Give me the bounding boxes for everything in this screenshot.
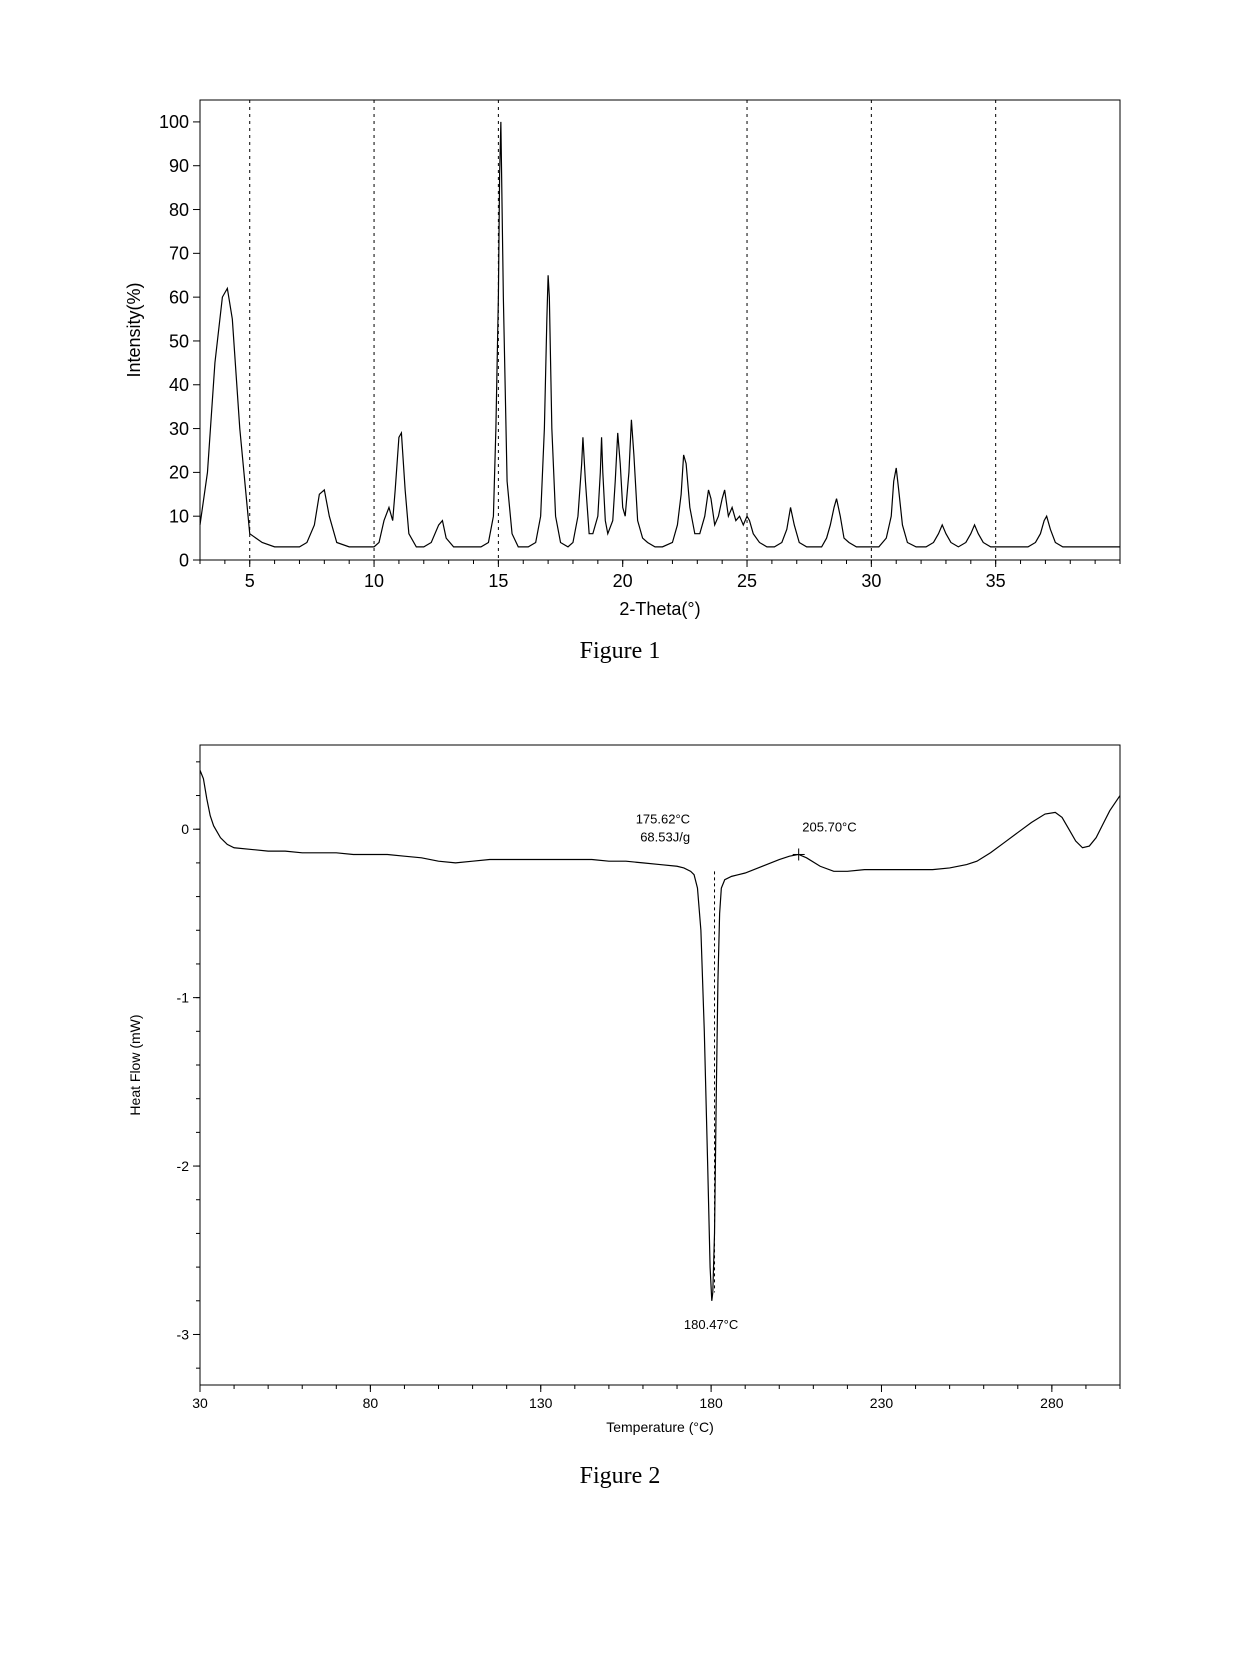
figure1-container: 5 10 15 20 25 30 35 0 10 20 30 40 50 60 70 80 90 100 2-The…	[0, 0, 1240, 665]
y-tick-label: 100	[159, 112, 189, 132]
x-tick-label: 25	[737, 571, 757, 591]
figure2-container: 30 80 130 180 230 280 0 -1 -2 -3 Temperature (°C) H…	[0, 665, 1240, 1490]
x-tick-label: 5	[245, 571, 255, 591]
y-tick-label: -3	[177, 1326, 190, 1342]
y-tick-label: 0	[179, 550, 189, 570]
y-tick-label: 40	[169, 375, 189, 395]
x-tick-label: 10	[364, 571, 384, 591]
y-tick-label: 0	[181, 821, 189, 837]
y-axis-label: Heat Flow (mW)	[127, 1014, 143, 1115]
x-tick-label: 80	[363, 1395, 379, 1411]
x-tick-label: 280	[1040, 1395, 1064, 1411]
plot-frame	[200, 100, 1120, 560]
y-tick-label: 90	[169, 156, 189, 176]
y-tick-label: 70	[169, 244, 189, 264]
figure2-caption: Figure 2	[100, 1463, 1140, 1490]
x-tick-label: 180	[699, 1395, 723, 1411]
x-tick-label: 15	[488, 571, 508, 591]
y-tick-label: 50	[169, 331, 189, 351]
x-tick-label: 35	[986, 571, 1006, 591]
figure1-caption: Figure 1	[100, 638, 1140, 665]
annotation: 175.62°C	[636, 812, 690, 827]
x-tick-label: 20	[613, 571, 633, 591]
x-tick-label: 230	[870, 1395, 894, 1411]
y-tick-label: 10	[169, 506, 189, 526]
y-axis-label: Intensity(%)	[124, 282, 144, 377]
x-axis-label: 2-Theta(°)	[619, 599, 700, 619]
annotation: 68.53J/g	[640, 830, 690, 845]
xrd-chart: 5 10 15 20 25 30 35 0 10 20 30 40 50 60 70 80 90 100 2-The…	[100, 60, 1140, 620]
x-tick-label: 130	[529, 1395, 553, 1411]
x-tick-label: 30	[861, 571, 881, 591]
y-tick-label: 60	[169, 287, 189, 307]
dsc-chart: 30 80 130 180 230 280 0 -1 -2 -3 Temperature (°C) H…	[100, 705, 1140, 1445]
y-tick-label: 80	[169, 200, 189, 220]
y-tick-label: -2	[177, 1158, 190, 1174]
y-tick-label: 20	[169, 463, 189, 483]
annotation: 205.70°C	[802, 820, 856, 835]
x-tick-label: 30	[192, 1395, 208, 1411]
y-tick-label: -1	[177, 990, 190, 1006]
y-tick-label: 30	[169, 419, 189, 439]
x-axis-label: Temperature (°C)	[606, 1419, 714, 1435]
annotation: 180.47°C	[684, 1317, 738, 1332]
